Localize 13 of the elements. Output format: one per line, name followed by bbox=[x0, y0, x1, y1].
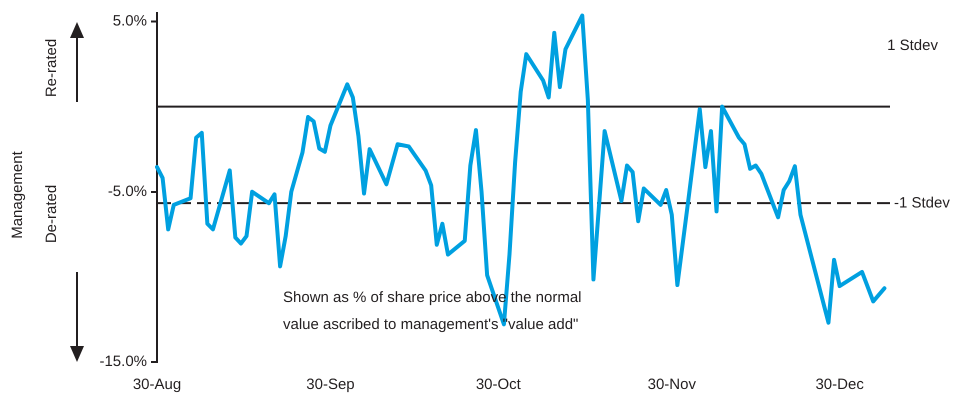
ref-line-label: -1 Stdev bbox=[894, 194, 950, 212]
x-tick-label: 30-Dec bbox=[815, 376, 864, 394]
y-tick-label: 5.0% bbox=[112, 12, 147, 30]
y-tick-label: -5.0% bbox=[108, 182, 147, 200]
x-tick-label: 30-Sep bbox=[306, 376, 355, 394]
text: Re-rated bbox=[43, 38, 60, 98]
text: De-rated bbox=[43, 184, 60, 244]
x-tick-label: 30-Nov bbox=[648, 376, 696, 394]
x-tick-label: 30-Oct bbox=[476, 376, 522, 394]
y-tick-label: -15.0% bbox=[99, 353, 147, 370]
x-tick-label: 30-Aug bbox=[132, 376, 182, 394]
y-axis-title: Management bbox=[9, 150, 26, 239]
annotation: 1 Stdev bbox=[887, 37, 938, 54]
